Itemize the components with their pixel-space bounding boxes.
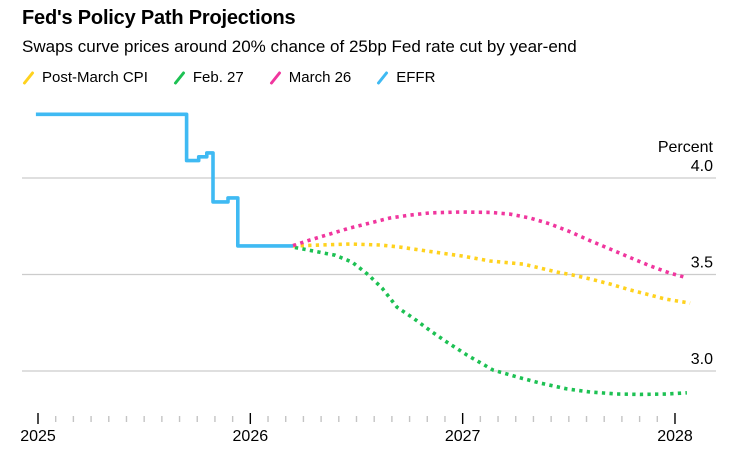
line-swatch-icon <box>23 71 34 85</box>
chart-title: Fed's Policy Path Projections <box>22 7 296 29</box>
series-line-effr <box>35 112 293 248</box>
x-axis-label: 2028 <box>657 428 693 445</box>
y-axis-label: 3.0 <box>691 351 713 368</box>
legend-label: Feb. 27 <box>192 69 244 87</box>
series-line-march-26 <box>292 210 688 280</box>
line-swatch-icon <box>269 71 281 85</box>
y-axis-label: 4.0 <box>691 158 713 175</box>
chart-subtitle: Swaps curve prices around 20% chance of … <box>22 37 577 56</box>
legend-item-feb-27: Feb. 27 <box>173 69 244 86</box>
series-line-feb-27 <box>294 245 688 397</box>
x-axis-label: 2026 <box>233 428 269 445</box>
legend-label: Post-March CPI <box>42 69 148 87</box>
x-axis-label: 2025 <box>20 428 56 445</box>
series-line-post-march-cpi <box>292 242 691 305</box>
chart-header: Fed's Policy Path Projections Swaps curv… <box>22 6 731 86</box>
legend-item-march-26: March 26 <box>269 69 352 87</box>
y-axis-label: 3.5 <box>691 255 713 272</box>
line-swatch-icon <box>173 71 185 85</box>
legend: Post-March CPI Feb. 27 March 26 EFFR <box>22 69 731 86</box>
legend-item-effr: EFFR <box>376 69 435 86</box>
x-axis-label: 2027 <box>445 428 481 445</box>
legend-label: March 26 <box>288 69 352 87</box>
y-axis-unit-label: Percent <box>658 139 714 156</box>
legend-item-post-march-cpi: Post-March CPI <box>22 69 148 86</box>
legend-label: EFFR <box>396 69 436 87</box>
line-swatch-icon <box>377 71 389 85</box>
